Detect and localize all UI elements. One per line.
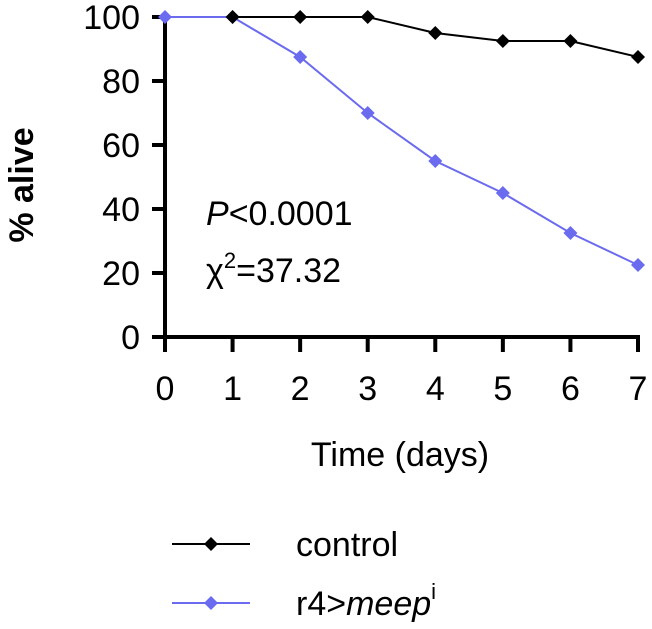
p-value: <0.0001 [229, 195, 353, 233]
y-tick-label: 20 [102, 255, 140, 293]
legend-label-italic: meep [346, 585, 431, 623]
legend-label-prefix: r4> [296, 585, 346, 623]
data-point-control [563, 34, 578, 48]
chi-value: =37.32 [236, 252, 341, 290]
x-tick-label: 2 [291, 370, 310, 408]
x-tick-label: 0 [156, 370, 175, 408]
series-layer [158, 10, 645, 272]
x-tick-label: 1 [223, 370, 242, 408]
x-tick-label: 4 [426, 370, 445, 408]
data-point-control [293, 10, 308, 24]
x-tick-label: 6 [561, 370, 580, 408]
legend-marker-r4-meep [204, 596, 218, 610]
chi-superscript: 2 [224, 248, 236, 273]
y-tick-label: 60 [102, 127, 140, 165]
series-line-r4-meep [165, 16, 639, 266]
legend-entry-r4-meep: r4>meepi [172, 579, 436, 623]
legend-label-control: control [296, 526, 398, 564]
data-point-control [428, 26, 443, 40]
legend-label-r4-meep: r4>meepi [296, 579, 436, 623]
data-point-control [631, 50, 645, 64]
legend-entry-control: control [172, 526, 398, 564]
x-tick-label: 3 [358, 370, 377, 408]
x-ticks: 0 1 2 3 4 5 6 7 [156, 337, 648, 408]
y-axis-title: % alive [3, 127, 41, 242]
p-value-annotation: P<0.0001 [206, 195, 353, 233]
y-tick-label: 80 [102, 63, 140, 101]
legend-label-sup: i [431, 579, 436, 604]
data-point-r4-meep [631, 258, 645, 272]
data-point-control [360, 10, 375, 24]
x-axis-title: Time (days) [311, 436, 489, 474]
y-ticks: 0 20 40 60 80 100 [83, 0, 165, 357]
data-point-r4-meep [563, 226, 578, 240]
data-point-r4-meep [158, 10, 172, 24]
data-point-control [495, 34, 510, 48]
data-point-r4-meep [293, 50, 308, 64]
x-tick-label: 7 [629, 370, 648, 408]
y-tick-label: 0 [121, 319, 140, 357]
p-label: P [206, 195, 229, 233]
data-point-control [225, 10, 240, 24]
chi-square-annotation: χ2=37.32 [206, 248, 341, 290]
chi-label: χ [206, 252, 224, 290]
data-point-r4-meep [428, 154, 443, 168]
data-point-r4-meep [360, 106, 375, 120]
x-tick-label: 5 [493, 370, 512, 408]
data-point-r4-meep [495, 186, 510, 200]
y-tick-label: 100 [83, 0, 140, 37]
legend-marker-control [204, 537, 218, 551]
legend: control r4>meepi [172, 526, 436, 623]
y-tick-label: 40 [102, 191, 140, 229]
